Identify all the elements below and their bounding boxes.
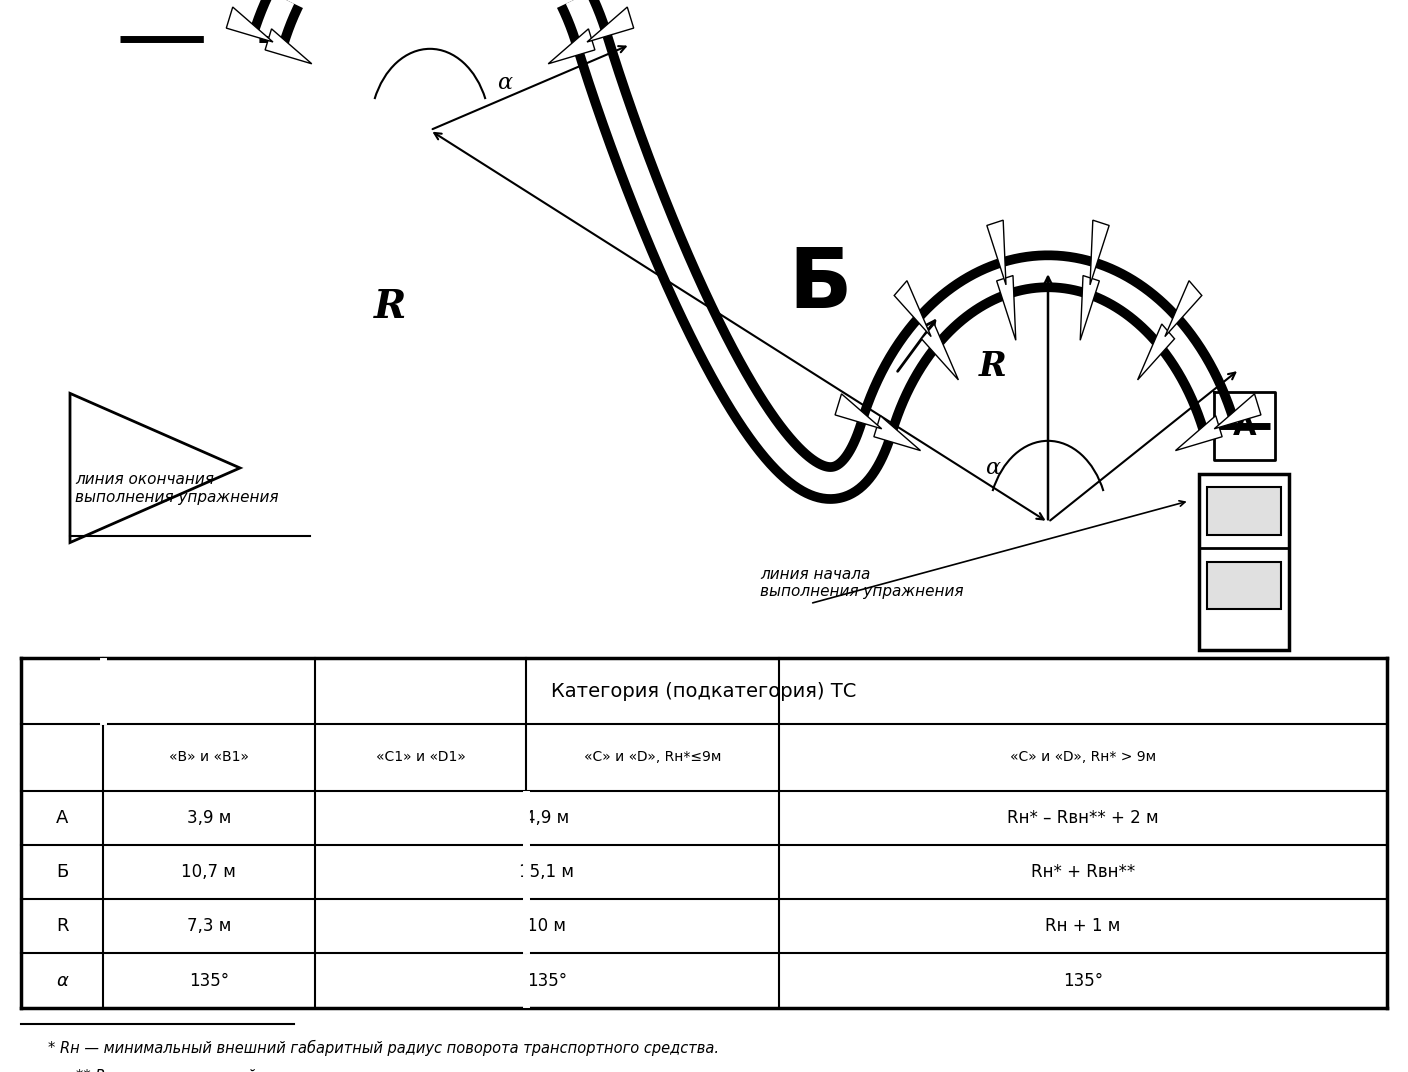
Text: 10,7 м: 10,7 м [182, 863, 237, 881]
Text: А: А [56, 808, 68, 827]
Text: 135°: 135° [189, 971, 230, 989]
Text: * Rн — минимальный внешний габаритный радиус поворота транспортного средства.: * Rн — минимальный внешний габаритный ра… [48, 1040, 719, 1056]
Text: Б: Б [788, 244, 852, 325]
Text: «С1» и «D1»: «С1» и «D1» [376, 750, 466, 764]
Text: R: R [375, 287, 406, 326]
Text: «С» и «D», Rн* > 9м: «С» и «D», Rн* > 9м [1010, 750, 1156, 764]
Polygon shape [1090, 220, 1110, 285]
Polygon shape [997, 276, 1015, 340]
Bar [1208, 488, 1281, 535]
Text: α: α [986, 457, 1001, 479]
Text: ** Rвн — минимальный радиус поворота внутреннего заднего колеса.: ** Rвн — минимальный радиус поворота вну… [76, 1069, 624, 1072]
Bar [1208, 562, 1281, 609]
Text: А: А [1232, 412, 1256, 441]
Polygon shape [265, 29, 311, 64]
Text: 15,1 м: 15,1 м [520, 863, 574, 881]
Text: 7,3 м: 7,3 м [187, 918, 231, 935]
Text: Rн + 1 м: Rн + 1 м [1045, 918, 1121, 935]
Text: 4,9 м: 4,9 м [525, 808, 569, 827]
Text: 135°: 135° [527, 971, 567, 989]
Polygon shape [227, 8, 273, 42]
Text: Б: Б [56, 863, 68, 881]
Polygon shape [874, 416, 921, 450]
Polygon shape [587, 8, 634, 42]
Text: R: R [56, 918, 69, 935]
Polygon shape [1080, 276, 1100, 340]
Polygon shape [894, 281, 931, 337]
Text: 135°: 135° [1063, 971, 1102, 989]
Text: Категория (подкатегория) ТС: Категория (подкатегория) ТС [552, 682, 856, 701]
Text: «С» и «D», Rн*≤9м: «С» и «D», Rн*≤9м [584, 750, 721, 764]
Text: линия начала
выполнения упражнения: линия начала выполнения упражнения [760, 567, 963, 599]
Polygon shape [548, 29, 596, 64]
Polygon shape [70, 393, 239, 542]
Polygon shape [1164, 281, 1202, 337]
Text: R: R [979, 349, 1007, 383]
Text: Rн* + Rвн**: Rн* + Rвн** [1031, 863, 1135, 881]
Polygon shape [921, 324, 959, 379]
Text: 10 м: 10 м [528, 918, 566, 935]
Text: «В» и «В1»: «В» и «В1» [169, 750, 249, 764]
Polygon shape [1176, 416, 1222, 450]
Text: α: α [497, 72, 513, 93]
Polygon shape [987, 220, 1005, 285]
Text: линия окончания
выполнения упражнения: линия окончания выполнения упражнения [75, 472, 279, 505]
Polygon shape [1214, 393, 1262, 429]
Text: 3,9 м: 3,9 м [187, 808, 231, 827]
Text: Rн* – Rвн** + 2 м: Rн* – Rвн** + 2 м [1007, 808, 1159, 827]
Polygon shape [1138, 324, 1174, 379]
Text: α: α [56, 971, 68, 989]
Polygon shape [835, 393, 881, 429]
Bar [1200, 474, 1290, 650]
